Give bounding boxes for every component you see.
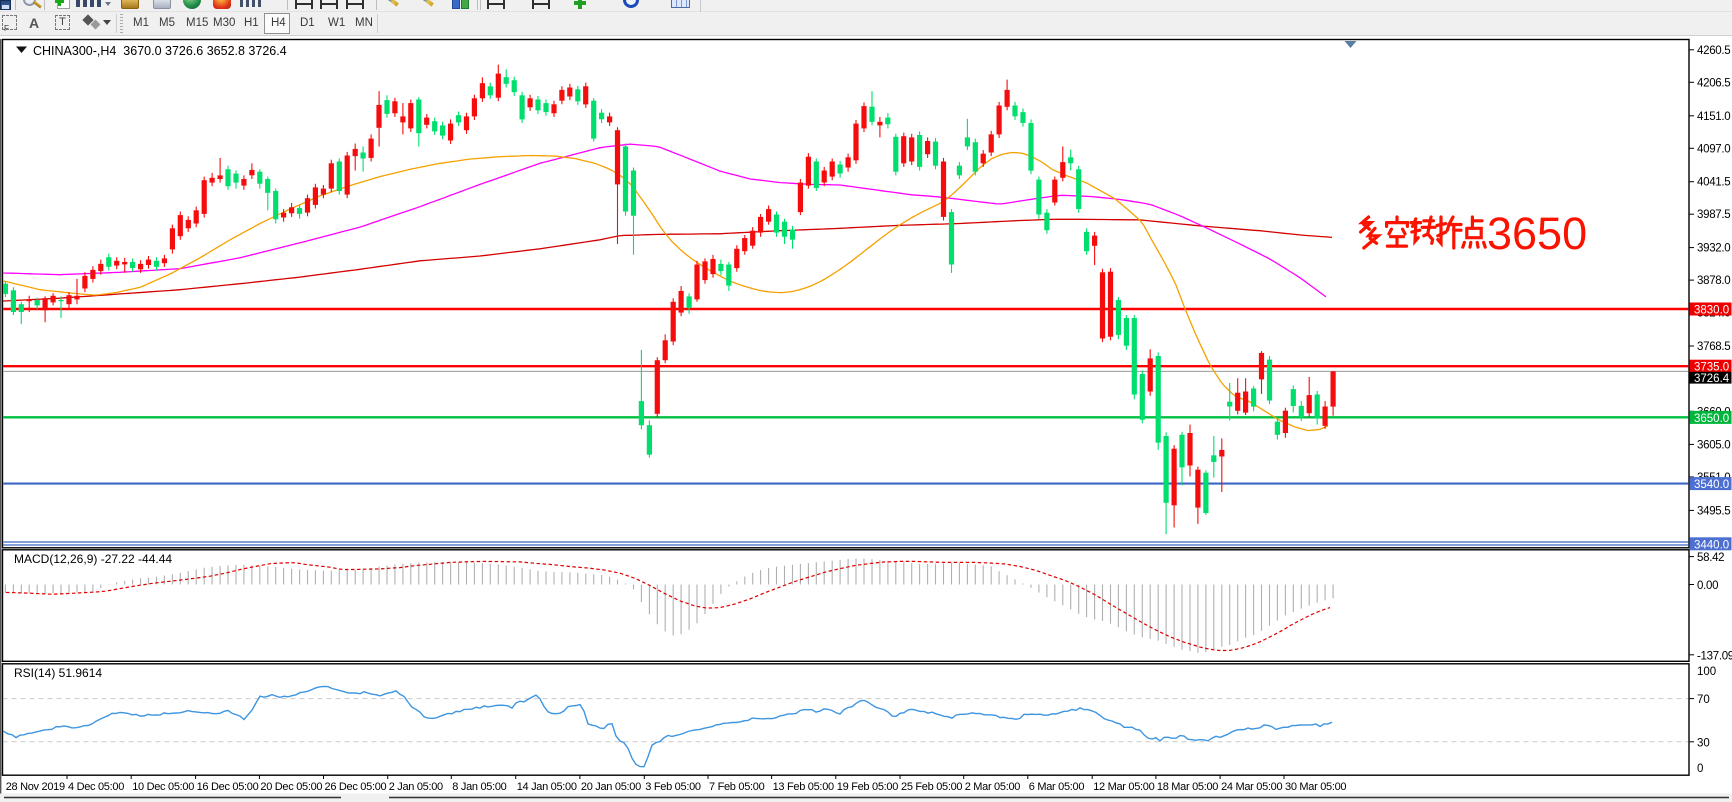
svg-text:3932.0: 3932.0 xyxy=(1697,243,1730,255)
svg-text:16 Dec 05:00: 16 Dec 05:00 xyxy=(197,781,259,793)
svg-text:100: 100 xyxy=(1697,666,1716,678)
svg-text:3768.5: 3768.5 xyxy=(1697,341,1730,353)
svg-text:20 Jan 05:00: 20 Jan 05:00 xyxy=(581,781,641,793)
svg-text:12 Mar 05:00: 12 Mar 05:00 xyxy=(1093,781,1154,793)
svg-text:-137.09: -137.09 xyxy=(1697,650,1732,662)
svg-text:8 Jan 05:00: 8 Jan 05:00 xyxy=(452,781,506,793)
svg-text:3650: 3650 xyxy=(1487,208,1587,259)
svg-text:10 Dec 05:00: 10 Dec 05:00 xyxy=(132,781,194,793)
svg-text:3 Feb 05:00: 3 Feb 05:00 xyxy=(645,781,701,793)
svg-text:RSI(14) 51.9614: RSI(14) 51.9614 xyxy=(14,666,102,680)
svg-text:0: 0 xyxy=(1697,763,1703,775)
svg-text:4 Dec 05:00: 4 Dec 05:00 xyxy=(68,781,124,793)
svg-text:3440.0: 3440.0 xyxy=(1694,539,1729,551)
svg-text:30 Mar 05:00: 30 Mar 05:00 xyxy=(1285,781,1346,793)
svg-text:18 Mar 05:00: 18 Mar 05:00 xyxy=(1157,781,1218,793)
svg-text:3650.0: 3650.0 xyxy=(1694,413,1729,425)
svg-text:3605.0: 3605.0 xyxy=(1697,439,1730,451)
svg-text:26 Dec 05:00: 26 Dec 05:00 xyxy=(325,781,387,793)
svg-text:3878.0: 3878.0 xyxy=(1697,275,1730,287)
svg-text:28 Nov 2019: 28 Nov 2019 xyxy=(6,781,65,793)
svg-text:2 Jan 05:00: 2 Jan 05:00 xyxy=(389,781,443,793)
svg-text:3495.5: 3495.5 xyxy=(1697,505,1730,517)
svg-text:3726.4: 3726.4 xyxy=(1694,373,1730,385)
svg-text:0.00: 0.00 xyxy=(1697,580,1718,592)
svg-text:14 Jan 05:00: 14 Jan 05:00 xyxy=(517,781,577,793)
svg-text:20 Dec 05:00: 20 Dec 05:00 xyxy=(260,781,322,793)
svg-text:2 Mar 05:00: 2 Mar 05:00 xyxy=(965,781,1021,793)
svg-text:70: 70 xyxy=(1697,694,1710,706)
svg-text:25 Feb 05:00: 25 Feb 05:00 xyxy=(901,781,962,793)
svg-text:3830.0: 3830.0 xyxy=(1694,305,1729,317)
svg-text:4151.0: 4151.0 xyxy=(1697,111,1730,123)
svg-text:4260.5: 4260.5 xyxy=(1697,45,1730,57)
svg-text:7 Feb 05:00: 7 Feb 05:00 xyxy=(709,781,765,793)
svg-text:3540.0: 3540.0 xyxy=(1694,479,1729,491)
svg-text:19 Feb 05:00: 19 Feb 05:00 xyxy=(837,781,898,793)
svg-text:4041.5: 4041.5 xyxy=(1697,177,1730,189)
svg-text:58.42: 58.42 xyxy=(1697,552,1724,564)
svg-text:4206.5: 4206.5 xyxy=(1697,77,1730,89)
svg-text:6 Mar 05:00: 6 Mar 05:00 xyxy=(1029,781,1085,793)
svg-text:3735.0: 3735.0 xyxy=(1694,362,1729,374)
svg-text:30: 30 xyxy=(1697,737,1710,749)
svg-text:3987.5: 3987.5 xyxy=(1697,209,1730,221)
svg-text:4097.0: 4097.0 xyxy=(1697,143,1730,155)
svg-text:MACD(12,26,9) -27.22 -44.44: MACD(12,26,9) -27.22 -44.44 xyxy=(14,552,172,566)
svg-text:13 Feb 05:00: 13 Feb 05:00 xyxy=(773,781,834,793)
svg-text:24 Mar 05:00: 24 Mar 05:00 xyxy=(1221,781,1282,793)
svg-text:CHINA300-,H4 3670.0 3726.6 36: CHINA300-,H4 3670.0 3726.6 3652.8 3726.4 xyxy=(33,44,287,58)
